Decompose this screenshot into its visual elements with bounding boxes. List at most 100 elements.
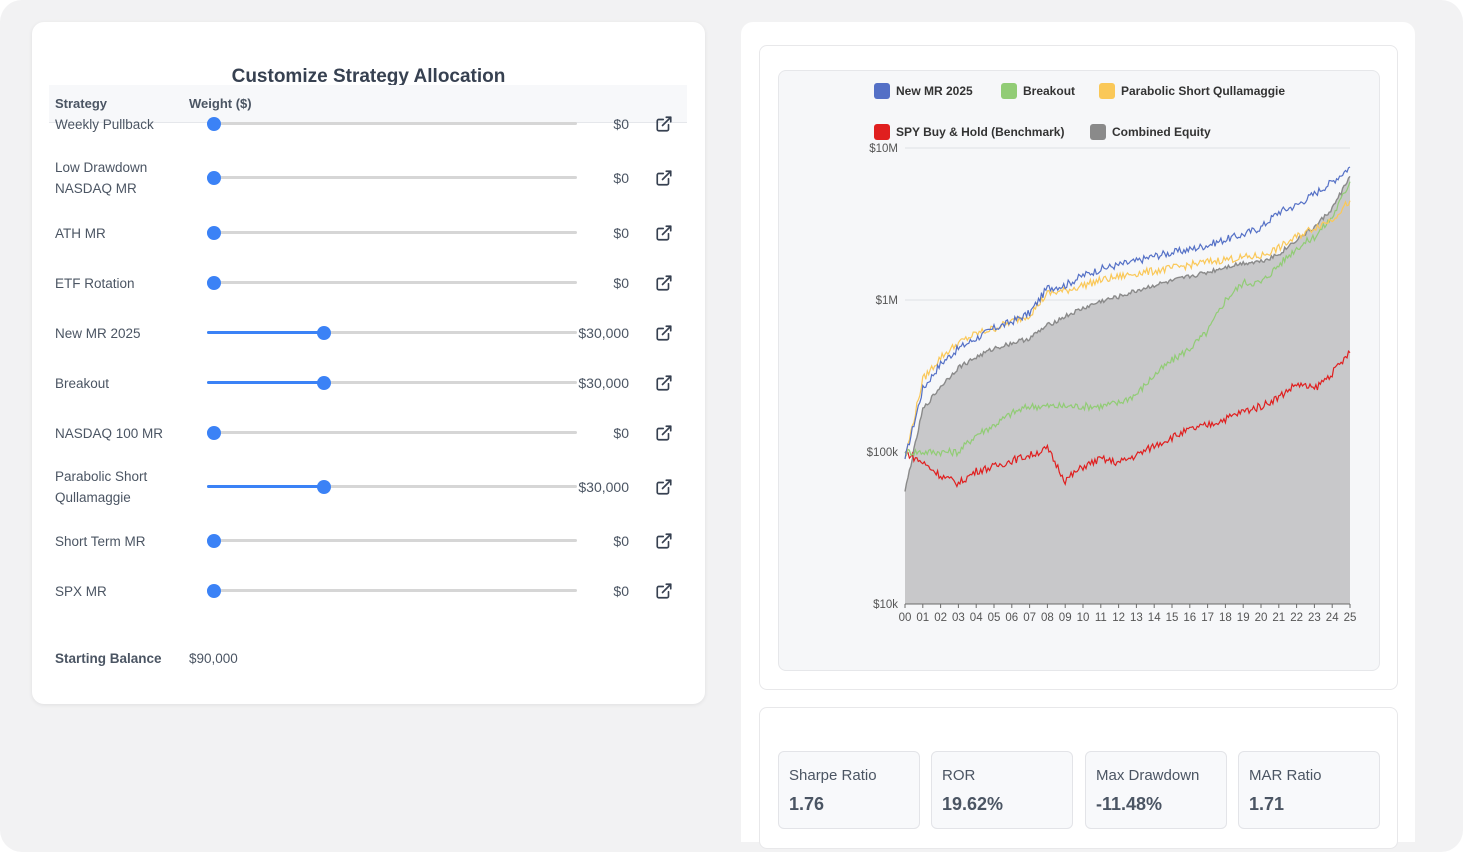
x-tick-label: 11 [1095, 612, 1107, 624]
slider-thumb[interactable] [207, 171, 221, 185]
slider-track [207, 485, 577, 488]
slider-thumb[interactable] [207, 534, 221, 548]
strategy-name: ETF Rotation [55, 276, 135, 291]
strategy-name: New MR 2025 [55, 326, 141, 341]
external-link-icon[interactable] [655, 274, 673, 292]
combined-equity-area [905, 176, 1350, 604]
legend-label: Combined Equity [1112, 125, 1211, 139]
weight-column-header: Weight ($) [189, 96, 252, 111]
weight-value: $0 [613, 583, 629, 599]
x-tick-label: 02 [934, 612, 947, 624]
x-tick-label: 04 [970, 612, 983, 624]
strategy-name: Low Drawdown NASDAQ MR [55, 160, 148, 196]
x-tick-label: 23 [1308, 612, 1321, 624]
strategy-name: Short Term MR [55, 534, 146, 549]
weight-slider[interactable] [207, 531, 577, 551]
x-tick-label: 20 [1255, 612, 1268, 624]
x-tick-label: 22 [1290, 612, 1303, 624]
weight-slider[interactable] [207, 477, 577, 497]
legend-item: New MR 2025 [874, 83, 973, 99]
sharpe-ratio-value: 1.76 [789, 794, 825, 814]
slider-thumb[interactable] [207, 117, 221, 131]
slider-track [207, 176, 577, 179]
sharpe-ratio-stat: Sharpe Ratio 1.76 [778, 751, 920, 829]
legend-item: SPY Buy & Hold (Benchmark) [874, 124, 1064, 140]
slider-thumb[interactable] [317, 480, 332, 494]
external-link-icon[interactable] [655, 169, 673, 187]
mar-ratio-stat: MAR Ratio 1.71 [1238, 751, 1380, 829]
allocation-card: Customize Strategy Allocation Strategy W… [32, 22, 705, 704]
slider-thumb[interactable] [317, 376, 332, 390]
starting-balance-label: Starting Balance [55, 651, 162, 666]
weight-value: $30,000 [578, 325, 629, 341]
x-tick-label: 08 [1041, 612, 1054, 624]
allocation-table-header: Strategy Weight ($) [49, 85, 687, 123]
external-link-icon[interactable] [655, 424, 673, 442]
x-tick-label: 18 [1219, 612, 1232, 624]
y-tick-label: $1M [876, 295, 898, 307]
equity-chart[interactable]: $10k $100k $1M $10M 00 01 02 03 04 05 06 07 08 09 10 11… [778, 70, 1380, 671]
y-tick-label: $10M [869, 143, 898, 155]
series-line [904, 181, 1351, 458]
slider-fill [207, 331, 325, 334]
x-tick-label: 06 [1005, 612, 1018, 624]
allocation-title: Customize Strategy Allocation [231, 66, 506, 87]
slider-track [207, 281, 577, 284]
weight-slider[interactable] [207, 323, 577, 343]
legend-item: Parabolic Short Qullamaggie [1099, 83, 1285, 99]
weight-value: $0 [613, 275, 629, 291]
weight-value: $0 [613, 425, 629, 441]
legend-swatch [1090, 124, 1106, 140]
slider-track [207, 331, 577, 334]
weight-slider[interactable] [207, 581, 577, 601]
x-tick-label: 01 [916, 612, 929, 624]
max-drawdown-stat: Max Drawdown -11.48% [1085, 751, 1227, 829]
x-tick-label: 13 [1130, 612, 1143, 624]
slider-track [207, 381, 577, 384]
slider-thumb[interactable] [317, 326, 332, 340]
starting-balance-value: $90,000 [189, 651, 238, 666]
external-link-icon[interactable] [655, 532, 673, 550]
combined-equity-line [904, 175, 1351, 492]
external-link-icon[interactable] [655, 582, 673, 600]
max-drawdown-label: Max Drawdown [1096, 767, 1200, 784]
x-tick-label: 00 [899, 612, 912, 624]
legend-label: Breakout [1023, 84, 1075, 98]
x-tick-label: 09 [1059, 612, 1072, 624]
legend-swatch [1001, 83, 1017, 99]
weight-slider[interactable] [207, 168, 577, 188]
weight-slider[interactable] [207, 373, 577, 393]
slider-thumb[interactable] [207, 584, 221, 598]
equity-chart-svg: $10k $100k $1M $10M 00 01 02 03 04 05 06 07 08 09 10 11… [867, 83, 1356, 624]
external-link-icon[interactable] [655, 374, 673, 392]
external-link-icon[interactable] [655, 478, 673, 496]
strategy-name: NASDAQ 100 MR [55, 426, 164, 441]
x-tick-label: 07 [1023, 612, 1036, 624]
strategy-name: Weekly Pullback [55, 117, 154, 132]
weight-slider[interactable] [207, 223, 577, 243]
slider-thumb[interactable] [207, 226, 221, 240]
x-tick-label: 24 [1326, 612, 1339, 624]
weight-value: $0 [613, 116, 629, 132]
results-panel: $10k $100k $1M $10M 00 01 02 03 04 05 06 07 08 09 10 11… [741, 22, 1415, 849]
slider-thumb[interactable] [207, 426, 221, 440]
x-tick-label: 05 [988, 612, 1001, 624]
legend-item: Breakout [1001, 83, 1075, 99]
slider-thumb[interactable] [207, 276, 221, 290]
ror-label: ROR [942, 767, 976, 784]
weight-value: $0 [613, 170, 629, 186]
slider-track [207, 122, 577, 125]
weight-slider[interactable] [207, 273, 577, 293]
external-link-icon[interactable] [655, 115, 673, 133]
external-link-icon[interactable] [655, 324, 673, 342]
max-drawdown-value: -11.48% [1096, 794, 1163, 814]
legend-swatch [874, 124, 890, 140]
weight-value: $0 [613, 533, 629, 549]
external-link-icon[interactable] [655, 224, 673, 242]
weight-slider[interactable] [207, 423, 577, 443]
ror-stat: ROR 19.62% [931, 751, 1073, 829]
weight-value: $30,000 [578, 479, 629, 495]
weight-slider[interactable] [207, 114, 577, 134]
x-tick-label: 16 [1183, 612, 1196, 624]
